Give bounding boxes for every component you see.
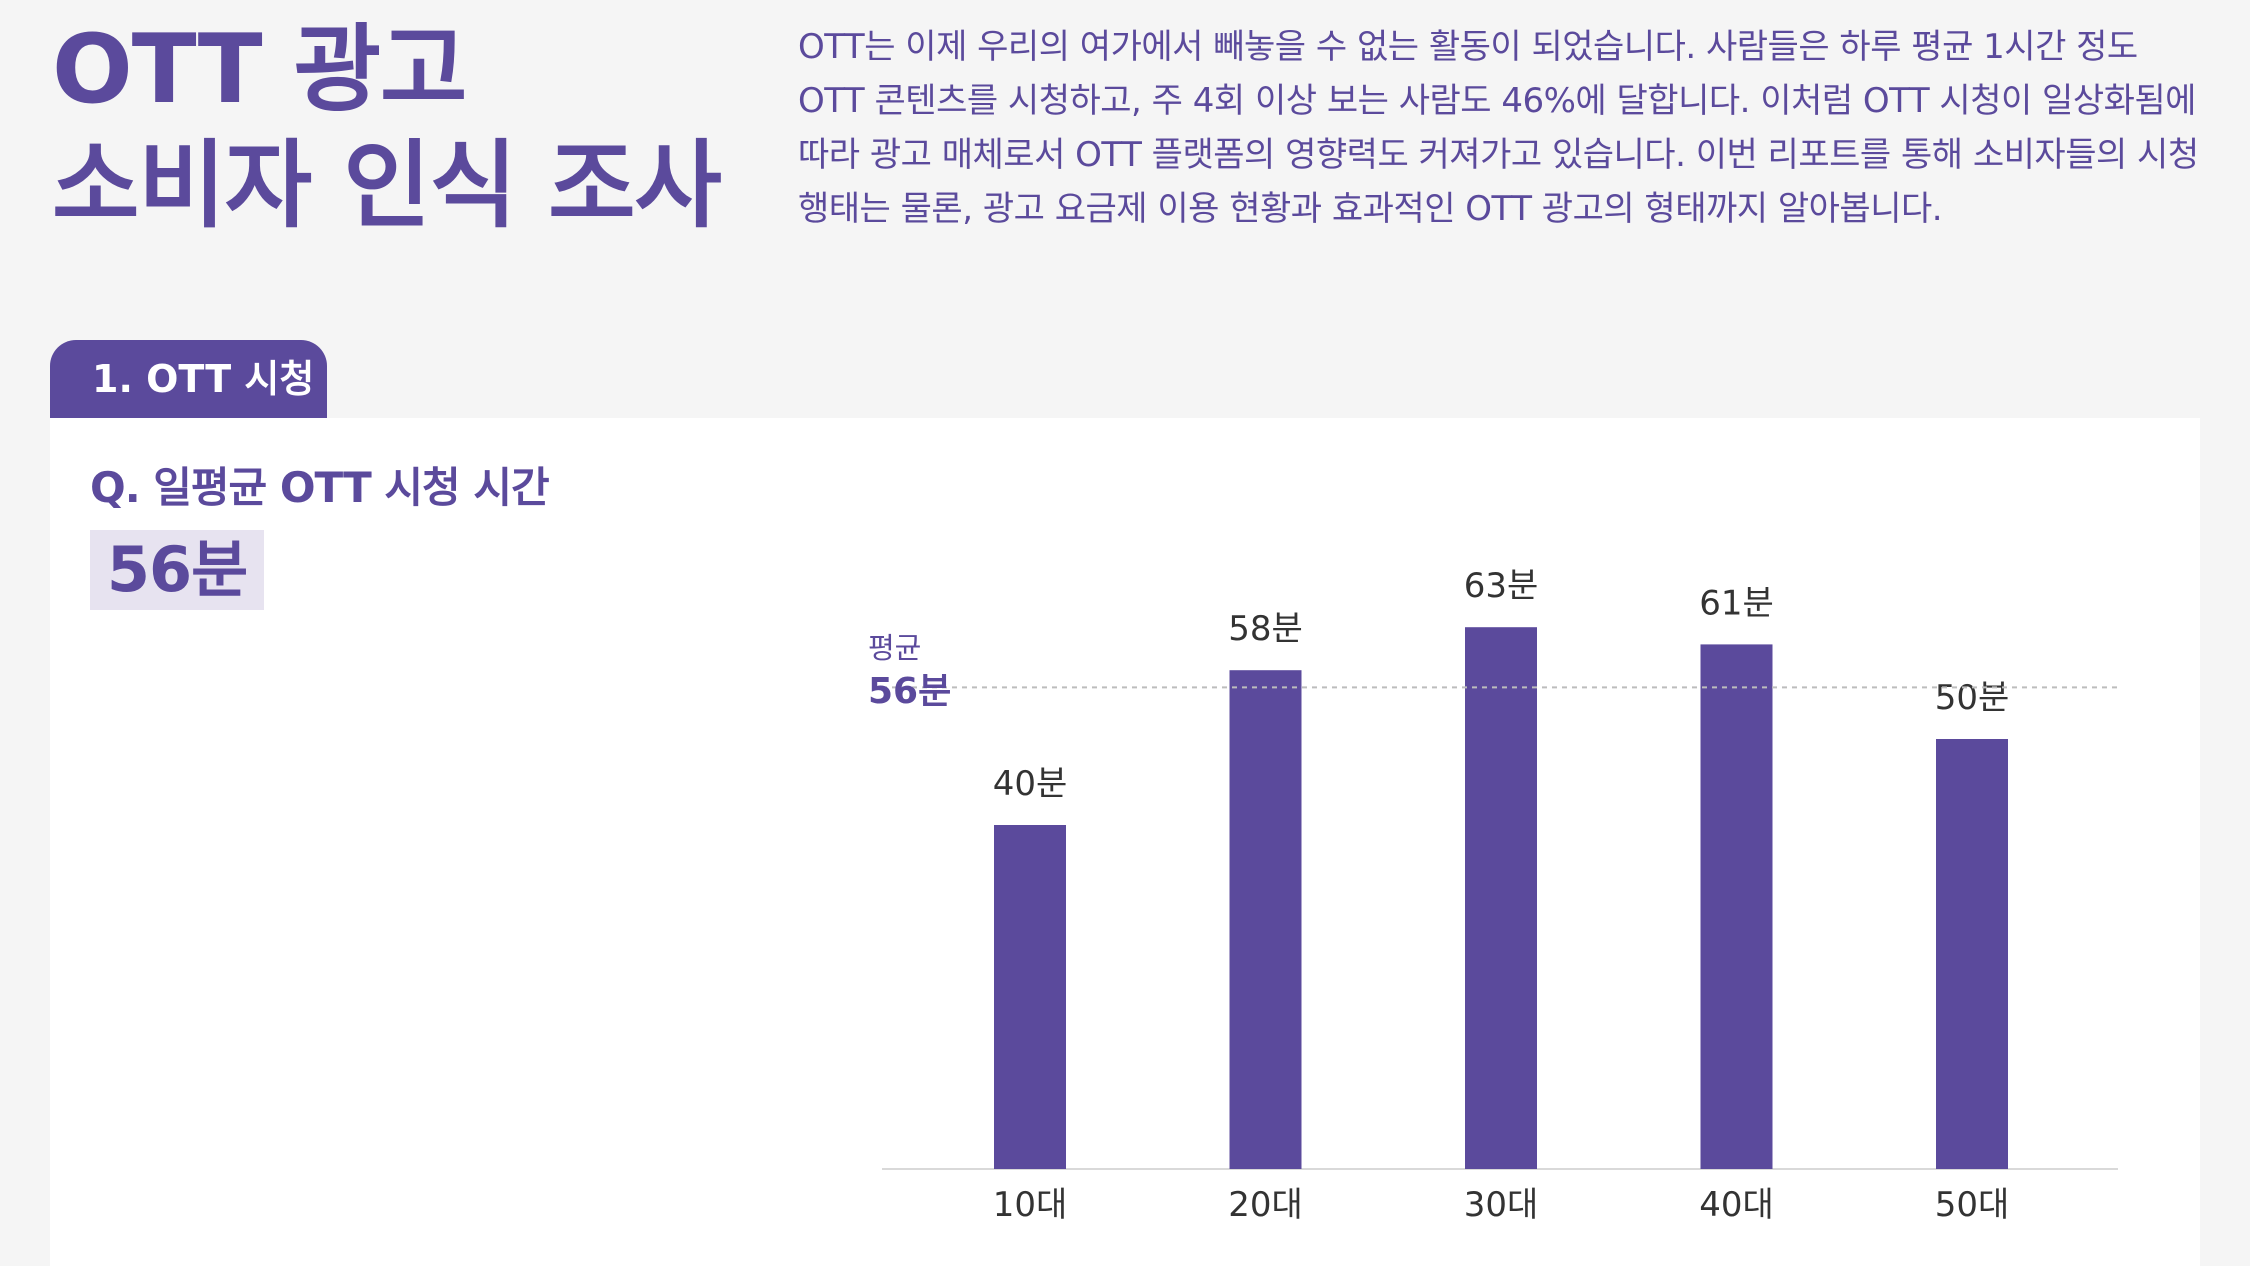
chart-card bbox=[50, 418, 2200, 1266]
intro-paragraph: OTT는 이제 우리의 여가에서 빼놓을 수 없는 활동이 되었습니다. 사람들… bbox=[798, 27, 2199, 229]
page-title: OTT 광고 소비자 인식 조사 bbox=[52, 12, 722, 244]
answer-badge: 56분 bbox=[90, 530, 264, 610]
page-title-line-1: OTT 광고 bbox=[52, 15, 467, 125]
page-title-line-2: 소비자 인식 조사 bbox=[52, 131, 722, 241]
section-tab-ott-viewing[interactable]: 1. OTT 시청 bbox=[50, 340, 327, 418]
question-title: Q. 일평균 OTT 시청 시간 bbox=[90, 463, 550, 512]
